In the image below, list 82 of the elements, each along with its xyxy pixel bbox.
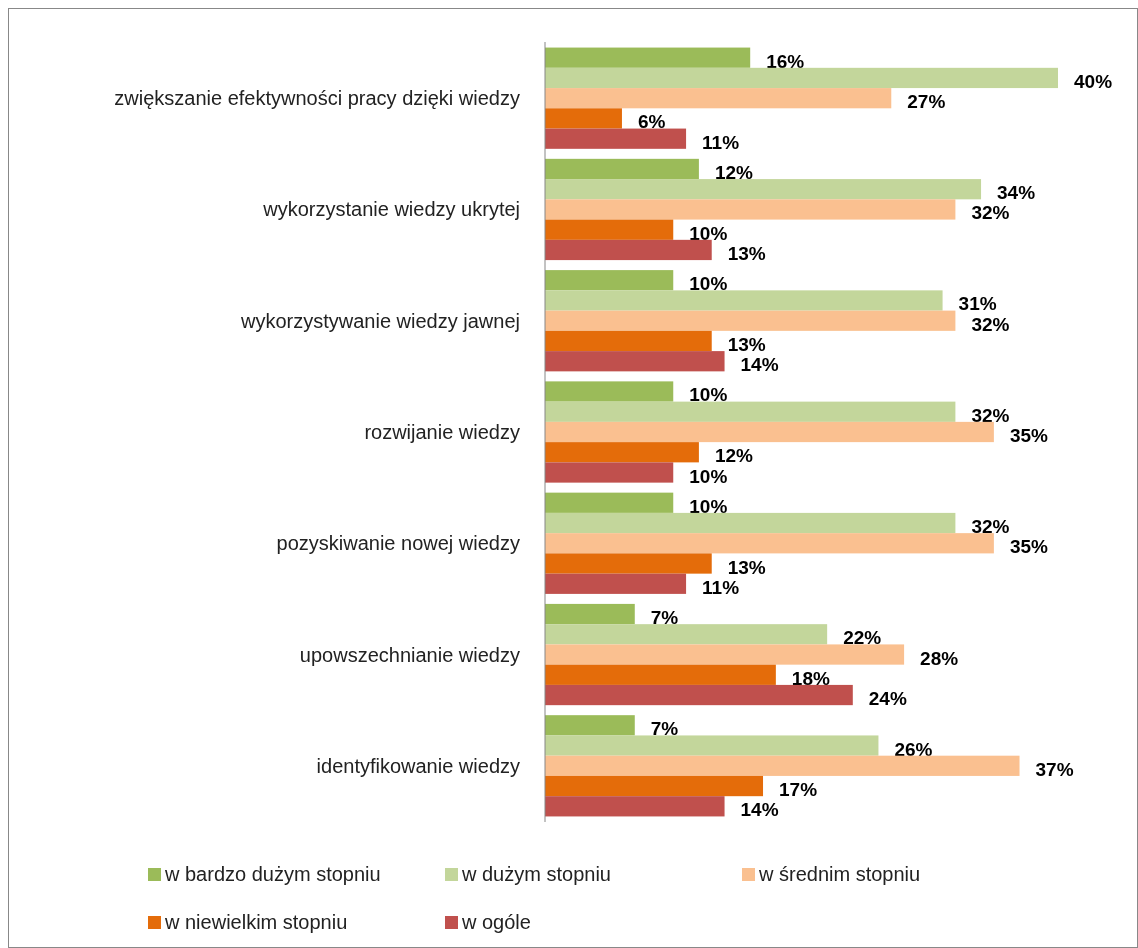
bar [545, 664, 776, 685]
bar [545, 603, 635, 625]
bar [545, 290, 943, 311]
bar [545, 492, 674, 513]
bar [545, 462, 674, 483]
bar [545, 47, 751, 68]
data-label: 7% [650, 607, 679, 629]
data-label: 35% [1009, 536, 1049, 558]
data-label: 14% [740, 799, 779, 821]
legend-label: w ogóle [461, 911, 531, 933]
data-label: 13% [727, 333, 766, 355]
data-label: 37% [1035, 758, 1074, 780]
y-tick-label: pozyskiwanie nowej wiedzy [276, 532, 520, 555]
data-label: 31% [958, 293, 997, 315]
data-label: 22% [843, 627, 882, 649]
bar [545, 442, 699, 463]
bar [545, 88, 892, 109]
bar [545, 108, 622, 129]
data-label: 32% [971, 516, 1010, 538]
data-label: 11% [702, 576, 740, 598]
data-label: 28% [920, 647, 959, 669]
data-label: 10% [689, 384, 728, 406]
bar [545, 533, 994, 554]
legend-label: w bardzo dużym stopniu [164, 863, 381, 885]
bar [545, 179, 982, 200]
y-tick-label: wykorzystywanie wiedzy jawnej [240, 309, 520, 332]
bar [545, 796, 725, 817]
data-label: 10% [689, 273, 728, 295]
data-label: 24% [868, 688, 907, 710]
bar [545, 128, 687, 149]
bar [545, 735, 879, 756]
bar [545, 684, 853, 706]
bar [545, 351, 725, 372]
bar [545, 553, 712, 574]
legend-label: w dużym stopniu [461, 863, 611, 885]
bar [545, 219, 674, 240]
data-label: 35% [1009, 425, 1049, 446]
data-label: 34% [997, 182, 1036, 204]
bar [545, 624, 828, 645]
bar [545, 239, 712, 261]
bar [545, 310, 956, 331]
data-label: 14% [740, 354, 779, 376]
y-tick-label: identyfikowanie wiedzy [316, 754, 520, 777]
bar [545, 755, 1020, 776]
bar [545, 401, 956, 422]
data-label: 10% [689, 222, 728, 244]
legend-label: w średnim stopniu [758, 863, 921, 885]
data-label: 40% [1074, 70, 1113, 92]
y-tick-label: zwiększanie efektywności pracy dzięki wiedzy [114, 87, 520, 110]
bar [545, 573, 687, 594]
legend-label: w niewielkim stopniu [164, 911, 348, 933]
data-label: 32% [971, 313, 1010, 335]
bar [545, 715, 635, 736]
data-label: 6% [637, 111, 666, 133]
data-label: 26% [894, 738, 933, 760]
data-label: 32% [971, 202, 1010, 224]
bar [545, 421, 994, 443]
y-tick-label: rozwijanie wiedzy [364, 421, 520, 443]
data-label: 18% [791, 667, 830, 689]
data-label: 27% [907, 91, 946, 113]
bar [545, 381, 674, 402]
bar [545, 67, 1058, 89]
data-label: 32% [971, 404, 1010, 426]
bar [545, 270, 674, 291]
bar [545, 330, 712, 352]
data-label: 11% [702, 131, 740, 153]
bar [545, 158, 699, 180]
bar [545, 199, 956, 220]
data-label: 13% [727, 556, 766, 578]
bar [545, 512, 956, 534]
y-tick-label: upowszechnianie wiedzy [299, 643, 520, 666]
data-label: 17% [779, 779, 818, 801]
data-label: 16% [766, 50, 805, 72]
data-label: 7% [650, 718, 679, 740]
y-tick-label: wykorzystanie wiedzy ukrytej [262, 198, 520, 221]
data-label: 10% [689, 465, 728, 487]
data-label: 10% [689, 495, 728, 517]
bar [545, 644, 905, 665]
data-label: 12% [714, 161, 754, 183]
data-label: 12% [714, 445, 754, 467]
bar [545, 775, 764, 797]
data-label: 13% [727, 242, 766, 264]
